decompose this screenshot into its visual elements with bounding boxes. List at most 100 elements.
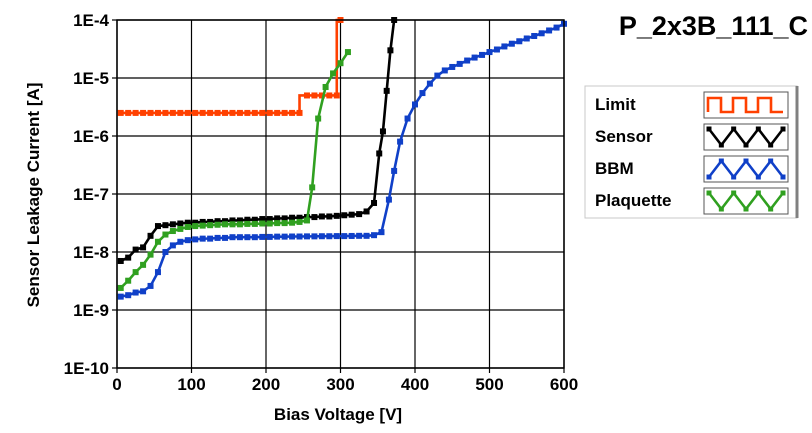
data-point-limit (251, 109, 258, 116)
data-point-plaquette (274, 220, 281, 227)
x-tick-label: 500 (475, 375, 503, 394)
data-point-sensor (192, 219, 199, 226)
legend-swatch-plaquette (703, 187, 789, 215)
data-point-bbm (147, 282, 154, 289)
legend-line-plaquette (707, 190, 785, 212)
data-point-plaquette (330, 70, 337, 77)
data-point-bbm (222, 234, 229, 241)
data-point-plaquette (125, 277, 132, 284)
data-point-bbm (244, 234, 251, 241)
data-point-sensor (326, 213, 333, 220)
plot-series (117, 17, 567, 300)
data-point-bbm (207, 235, 214, 242)
legend-label-sensor: Sensor (595, 127, 653, 146)
data-point-bbm (311, 233, 318, 240)
data-point-bbm (162, 249, 169, 255)
data-point-limit (184, 109, 191, 116)
data-point-bbm (333, 233, 340, 240)
data-point-sensor (199, 218, 206, 225)
data-point-sensor (154, 223, 161, 230)
x-tick-label: 100 (177, 375, 205, 394)
legend-label-limit: Limit (595, 95, 636, 114)
data-point-limit (154, 109, 161, 116)
chart-title: P_2x3B_111_C (619, 11, 808, 41)
data-point-bbm (236, 234, 243, 241)
y-tick-label: 1E-6 (73, 127, 109, 146)
data-point-bbm (296, 233, 303, 240)
data-point-limit (244, 109, 251, 116)
data-point-limit (311, 92, 318, 99)
data-point-limit (259, 109, 266, 116)
y-tick-label: 1E-8 (73, 243, 109, 262)
data-point-sensor (348, 211, 355, 218)
data-point-sensor (363, 208, 370, 215)
y-tick-label: 1E-5 (73, 69, 109, 88)
data-point-bbm (363, 232, 370, 239)
data-point-bbm (434, 72, 441, 79)
data-point-sensor (222, 218, 229, 225)
data-point-bbm (464, 57, 471, 64)
data-point-limit (207, 109, 214, 116)
data-point-sensor (229, 217, 236, 224)
data-point-plaquette (184, 223, 191, 230)
data-point-limit (147, 109, 154, 116)
data-point-plaquette (236, 221, 243, 228)
data-point-bbm (516, 38, 523, 45)
data-point-sensor (162, 222, 169, 229)
data-point-sensor (289, 214, 296, 221)
data-point-plaquette (154, 238, 161, 245)
legend-item-plaquette: Plaquette (595, 187, 789, 215)
data-point-bbm (199, 235, 206, 242)
data-point-bbm (154, 269, 161, 276)
data-point-bbm (169, 242, 176, 249)
data-point-bbm (412, 101, 418, 108)
data-point-bbm (378, 229, 385, 236)
data-point-sensor (371, 199, 378, 206)
data-point-bbm (251, 234, 258, 241)
data-point-bbm (426, 80, 433, 87)
data-point-plaquette (214, 221, 221, 228)
data-point-bbm (318, 233, 325, 240)
x-tick-label: 600 (550, 375, 578, 394)
data-point-plaquette (199, 222, 206, 229)
x-tick-label: 300 (326, 375, 354, 394)
data-point-bbm (281, 233, 288, 240)
data-point-bbm (385, 196, 392, 203)
data-point-bbm (501, 43, 508, 50)
data-point-plaquette (244, 220, 251, 227)
data-point-sensor (177, 220, 184, 227)
data-point-plaquette (192, 223, 199, 230)
data-point-bbm (289, 233, 296, 240)
data-point-limit (117, 109, 124, 116)
data-point-bbm (456, 60, 463, 67)
y-tick-label: 1E-7 (73, 185, 109, 204)
data-point-bbm (266, 233, 273, 240)
data-point-sensor (214, 218, 221, 225)
data-point-bbm (140, 288, 147, 295)
data-point-sensor (236, 217, 243, 224)
data-point-bbm (125, 292, 132, 299)
data-point-bbm (391, 167, 398, 174)
data-point-sensor (184, 219, 191, 226)
data-point-sensor (311, 214, 318, 221)
data-point-plaquette (132, 269, 139, 276)
data-point-bbm (523, 35, 530, 42)
axes: 0 100 200 300 400 500 600 1E-10 1E-9 1E-8 1E-7 1E-6… (64, 11, 579, 394)
data-point-plaquette (222, 221, 229, 228)
data-point-limit (236, 109, 243, 116)
data-point-plaquette (315, 115, 322, 122)
data-point-bbm (546, 27, 553, 34)
series-plaquette (117, 49, 351, 291)
data-point-bbm (404, 115, 411, 122)
data-point-plaquette (281, 220, 288, 227)
data-point-sensor (274, 215, 281, 222)
data-point-sensor (387, 47, 394, 54)
data-point-bbm (531, 32, 538, 39)
data-point-bbm (303, 233, 310, 240)
data-point-bbm (274, 233, 281, 240)
data-point-sensor (376, 150, 383, 157)
data-point-limit (326, 92, 333, 99)
data-point-bbm (508, 40, 515, 47)
legend-item-bbm: BBM (595, 155, 789, 183)
